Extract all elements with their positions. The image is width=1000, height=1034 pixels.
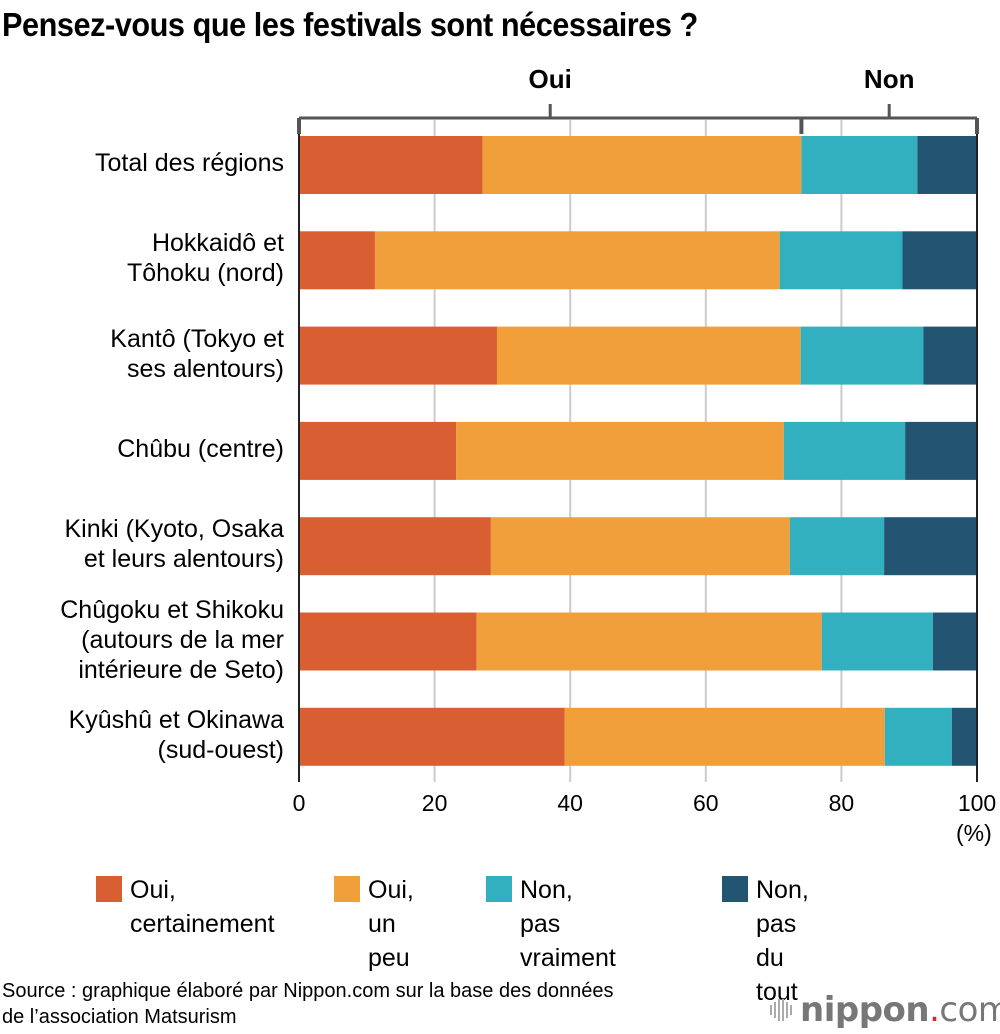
bar-segment-5-1 [476,612,822,671]
x-tick-label-20: 20 [421,790,448,816]
bar-segment-1-2 [779,231,903,290]
category-label: Hokkaidô et Tôhoku (nord) [126,229,284,288]
bar-segment-4-1 [490,517,790,576]
x-tick-label-100: 100 [957,790,997,816]
group-label-oui: Oui [528,64,572,94]
bar-segment-3-2 [783,421,906,480]
legend-swatch [722,876,748,902]
category-label: Chûbu (centre) [117,434,284,463]
group-brackets [297,104,979,134]
bar-segment-1-0 [299,231,375,290]
x-tick-label-80: 80 [828,790,855,816]
bar-segment-0-0 [299,136,483,194]
category-label: Total des régions [94,149,284,177]
logo-text: nippon.com [800,990,1000,1030]
bar-segment-3-1 [456,421,784,480]
bar-segment-3-3 [905,421,977,480]
bar-segment-5-2 [821,612,933,671]
bar-segment-1-1 [374,231,780,290]
legend-swatch [334,876,360,902]
legend-label: Oui, un peu [368,876,414,972]
legend-swatch [96,876,122,902]
chart-title: Pensez-vous que les festivals sont néces… [2,6,698,43]
legend-label: Non, pas vraiment [520,876,616,972]
bar-segment-2-2 [800,326,924,385]
bar-segment-0-3 [917,136,977,194]
bar-segment-5-3 [932,612,977,671]
category-label: Kinki (Kyoto, Osaka et leurs alentours) [64,515,284,574]
legend-swatch [486,876,512,902]
nippon-logo: nippon.com [770,990,1000,1030]
bar-segment-0-2 [801,136,918,194]
bar-segment-6-1 [564,707,885,766]
x-tick-label-40: 40 [557,790,583,816]
bar-segment-2-3 [923,326,977,385]
source-note: Source : graphique élaboré par Nippon.co… [2,980,614,1028]
axes [298,120,978,782]
bars [299,136,977,766]
legend-item: Oui, certainement [96,873,275,941]
bar-segment-4-3 [884,517,977,576]
legend-label: Non, pas du tout [756,876,809,1006]
legend-label: Oui, certainement [130,876,275,938]
bar-segment-6-2 [884,707,952,766]
bar-segment-3-0 [299,421,457,480]
logo-bars-icon [770,999,792,1021]
legend-item: Oui, un peu [334,873,414,975]
bar-segment-2-1 [496,326,801,385]
bar-segment-4-2 [789,517,885,576]
bar-segment-2-0 [299,326,497,385]
bar-segment-4-0 [299,517,491,576]
unit-label: (%) [956,820,992,846]
bar-segment-1-3 [902,231,977,290]
bar-segment-5-0 [299,612,477,671]
bar-segment-6-3 [951,707,977,766]
group-label-non: Non [863,64,915,94]
x-tick-label-0: 0 [292,790,306,816]
category-label: Chûgoku et Shikoku (autours de la mer in… [60,595,284,684]
category-label: Kantô (Tokyo et ses alentours) [110,324,284,383]
legend-item: Non, pas du tout [722,873,809,1009]
bar-segment-6-0 [299,707,565,766]
category-label: Kyûshû et Okinawa (sud-ouest) [68,705,284,764]
bar-segment-0-1 [482,136,802,194]
x-tick-label-60: 60 [693,790,719,816]
legend-item: Non, pas vraiment [486,873,616,975]
